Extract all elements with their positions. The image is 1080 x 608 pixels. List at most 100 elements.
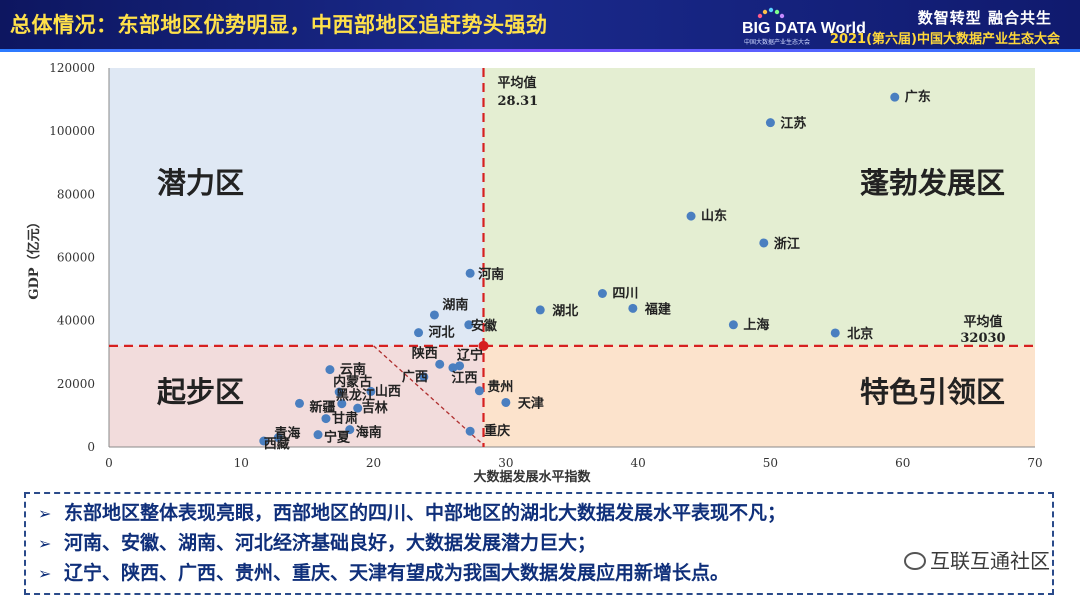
- data-point-label: 重庆: [484, 423, 510, 439]
- mean-intersection-point: [478, 340, 489, 351]
- data-point: [345, 425, 355, 435]
- data-point-label: 甘肃: [332, 411, 358, 427]
- data-point-label: 吉林: [362, 400, 388, 416]
- data-point-label: 湖北: [552, 304, 578, 319]
- data-point: [628, 303, 638, 313]
- data-point-label: 湖南: [442, 297, 468, 313]
- key-points-box: ➢ 东部地区整体表现亮眼，西部地区的四川、中部地区的湖北大数据发展水平表现不凡； …: [24, 492, 1054, 595]
- watermark: 互联互通社区: [904, 545, 1050, 574]
- data-point-label: 黑龙江: [336, 388, 375, 404]
- y-tick-label: 20000: [57, 377, 95, 391]
- x-tick-label: 10: [234, 456, 249, 470]
- data-point: [366, 386, 376, 396]
- data-point: [273, 433, 283, 443]
- arrow-right-icon: ➢: [38, 534, 52, 553]
- key-point-text: 东部地区整体表现亮眼，西部地区的四川、中部地区的湖北大数据发展水平表现不凡；: [64, 502, 787, 524]
- key-point-text: 河南、安徽、湖南、河北经济基础良好，大数据发展潜力巨大；: [64, 532, 597, 554]
- conference-name: 2021(第六届)中国大数据产业生态大会: [829, 32, 1060, 47]
- y-tick-label: 120000: [49, 61, 95, 75]
- y-tick-label: 60000: [57, 251, 95, 265]
- data-point: [597, 289, 607, 299]
- y-axis-label: GDP（亿元）: [26, 215, 42, 299]
- x-tick-label: 20: [366, 456, 381, 470]
- quadrant-label-top-right: 蓬勃发展区: [860, 166, 1005, 200]
- key-point-text: 辽宁、陕西、广西、贵州、重庆、天津有望成为我国大数据发展应用新增长点。: [64, 562, 730, 584]
- logo-subtitle: 中国大数据产业生态大会: [744, 39, 811, 46]
- logo-dots-icon: [757, 7, 785, 19]
- data-point: [686, 211, 696, 221]
- data-point: [501, 397, 511, 407]
- data-point-label: 广东: [905, 89, 931, 105]
- data-point: [474, 386, 484, 396]
- data-point: [435, 359, 445, 369]
- key-point: ➢ 河南、安徽、湖南、河北经济基础良好，大数据发展潜力巨大；: [38, 530, 596, 556]
- y-tick-label: 40000: [57, 314, 95, 328]
- quadrant-label-bottom-left: 起步区: [157, 375, 244, 409]
- x-tick-label: 50: [763, 456, 778, 470]
- data-point: [759, 238, 769, 248]
- data-point-label: 北京: [847, 326, 873, 342]
- data-point: [465, 426, 475, 436]
- wechat-icon: [904, 552, 926, 570]
- data-point: [313, 430, 323, 440]
- data-point-label: 宁夏: [324, 430, 351, 446]
- data-point: [337, 399, 347, 409]
- watermark-text: 互联互通社区: [930, 549, 1050, 573]
- quadrant-bg-top-right: [483, 68, 1035, 346]
- key-point: ➢ 东部地区整体表现亮眼，西部地区的四川、中部地区的湖北大数据发展水平表现不凡；: [38, 500, 786, 526]
- data-point-label: 福建: [644, 301, 671, 317]
- data-point-label: 海南: [356, 425, 382, 441]
- data-point-label: 河南: [478, 266, 504, 282]
- data-point: [419, 372, 429, 382]
- data-point-label: 西藏: [264, 436, 290, 452]
- data-point-label: 河北: [429, 325, 455, 341]
- y-tick-label: 100000: [49, 124, 95, 138]
- x-tick-label: 0: [105, 456, 113, 470]
- data-point-label: 内蒙古: [333, 374, 372, 390]
- mean-x-label: 平均值: [498, 75, 537, 91]
- mean-x-value: 28.31: [498, 94, 539, 109]
- data-point-label: 江苏: [780, 116, 806, 132]
- data-point: [765, 118, 775, 128]
- quadrant-bg-bottom-left: [109, 345, 484, 447]
- data-point: [321, 414, 331, 424]
- data-point: [464, 320, 474, 330]
- data-point: [728, 320, 738, 330]
- diagonal-guide-line: [373, 345, 484, 446]
- data-point: [535, 305, 545, 315]
- header-banner: 总体情况：东部地区优势明显，中西部地区追赶势头强劲 BIG DATA World…: [0, 0, 1080, 52]
- x-tick-label: 40: [631, 456, 646, 470]
- x-tick-label: 30: [498, 456, 513, 470]
- data-point: [294, 398, 304, 408]
- arrow-right-icon: ➢: [38, 504, 52, 523]
- scatter-chart: 0 10 20 30 40 50 60 70 0 20000 40000 60000 80000 1000…: [0, 52, 1080, 490]
- data-point-label: 天津: [518, 395, 544, 411]
- slogan: 数智转型 融合共生: [917, 9, 1052, 27]
- data-point: [429, 310, 439, 320]
- data-point: [830, 328, 840, 338]
- quadrant-bg-bottom-right: [483, 345, 1035, 447]
- logo-text: BIG DATA World: [742, 20, 866, 37]
- data-point: [465, 268, 475, 278]
- key-point: ➢ 辽宁、陕西、广西、贵州、重庆、天津有望成为我国大数据发展应用新增长点。: [38, 560, 729, 586]
- data-point: [455, 361, 465, 371]
- quadrant-bg-top-left: [109, 68, 484, 346]
- mean-y-value: 32030: [960, 331, 1005, 346]
- data-point-label: 山西: [375, 383, 401, 399]
- data-point-label: 广西: [402, 369, 428, 385]
- scatter-chart-svg: 0 10 20 30 40 50 60 70 0 20000 40000 60000 80000 1000…: [26, 61, 1043, 485]
- data-point: [890, 92, 900, 102]
- big-data-world-logo: BIG DATA World 中国大数据产业生态大会: [742, 6, 866, 46]
- data-point-label: 辽宁: [457, 348, 483, 364]
- quadrant-label-bottom-right: 特色引领区: [860, 375, 1005, 409]
- data-point-label: 新疆: [309, 399, 335, 415]
- data-point-label: 浙江: [774, 236, 800, 252]
- data-point: [259, 436, 269, 446]
- data-point-label: 上海: [743, 317, 769, 333]
- y-tick-label: 0: [87, 440, 95, 454]
- page-title: 总体情况：东部地区优势明显，中西部地区追赶势头强劲: [10, 13, 548, 37]
- data-point-label: 山东: [701, 208, 727, 224]
- x-tick-label: 70: [1027, 456, 1042, 470]
- quadrant-label-top-left: 潜力区: [157, 166, 244, 200]
- y-tick-label: 80000: [57, 187, 95, 201]
